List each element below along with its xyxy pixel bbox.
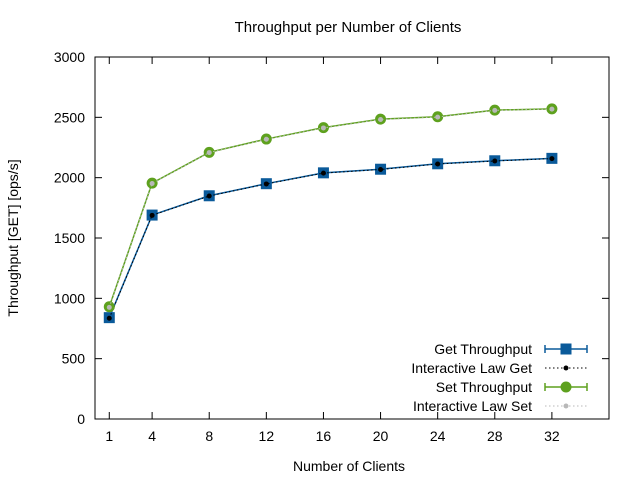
- y-tick-label: 2000: [54, 170, 85, 186]
- x-tick-label: 12: [259, 428, 275, 444]
- data-point: [378, 166, 384, 172]
- x-tick-label: 20: [373, 428, 389, 444]
- series-0: [103, 152, 558, 324]
- data-point: [492, 158, 498, 164]
- y-axis-label: Throughput [GET] [ops/s]: [5, 159, 21, 316]
- x-tick-label: 16: [316, 428, 332, 444]
- data-point: [435, 114, 441, 120]
- x-axis-label: Number of Clients: [293, 458, 405, 474]
- series-3: [106, 106, 555, 310]
- series-line: [108, 158, 552, 319]
- legend-marker: [563, 365, 569, 371]
- x-tick-label: 32: [544, 428, 560, 444]
- data-point: [206, 150, 212, 156]
- y-tick-label: 1000: [54, 290, 85, 306]
- legend: Get Throughput Interactive Law Get Set Thr…: [411, 341, 588, 414]
- data-point: [106, 315, 112, 321]
- data-point: [549, 106, 555, 112]
- data-point: [320, 125, 326, 131]
- x-tick-label: 8: [205, 428, 213, 444]
- data-point: [435, 161, 441, 167]
- x-tick-label: 1: [105, 428, 113, 444]
- chart-title: Throughput per Number of Clients: [235, 19, 462, 36]
- legend-marker: [563, 403, 569, 409]
- data-point: [263, 181, 269, 187]
- data-point: [263, 136, 269, 142]
- y-tick-label: 2500: [54, 109, 85, 125]
- x-tick-label: 24: [430, 428, 446, 444]
- legend-label: Interactive Law Get: [411, 360, 532, 376]
- series-line: [108, 157, 552, 318]
- legend-marker: [560, 343, 572, 355]
- legend-label: Get Throughput: [434, 341, 532, 357]
- y-tick-label: 500: [62, 351, 86, 367]
- legend-label: Interactive Law Set: [413, 398, 532, 414]
- y-tick-label: 1500: [54, 230, 85, 246]
- data-point: [378, 117, 384, 123]
- series-1: [106, 156, 555, 321]
- data-point: [149, 212, 155, 218]
- y-tick-label: 0: [77, 411, 85, 427]
- legend-label: Set Throughput: [436, 379, 532, 395]
- legend-marker: [560, 381, 572, 393]
- x-tick-label: 28: [487, 428, 503, 444]
- data-point: [492, 107, 498, 113]
- data-point: [149, 180, 155, 186]
- data-point: [320, 170, 326, 176]
- series-layer: [103, 103, 558, 324]
- data-point: [106, 304, 112, 310]
- data-point: [549, 156, 555, 162]
- axes: 1 4 8 12 16 20 24 28 32 0 500 1000 1500 2000 2500 3000: [54, 49, 610, 444]
- y-tick-label: 3000: [54, 49, 85, 65]
- data-point: [206, 193, 212, 199]
- x-tick-label: 4: [148, 428, 156, 444]
- series-line: [108, 108, 552, 308]
